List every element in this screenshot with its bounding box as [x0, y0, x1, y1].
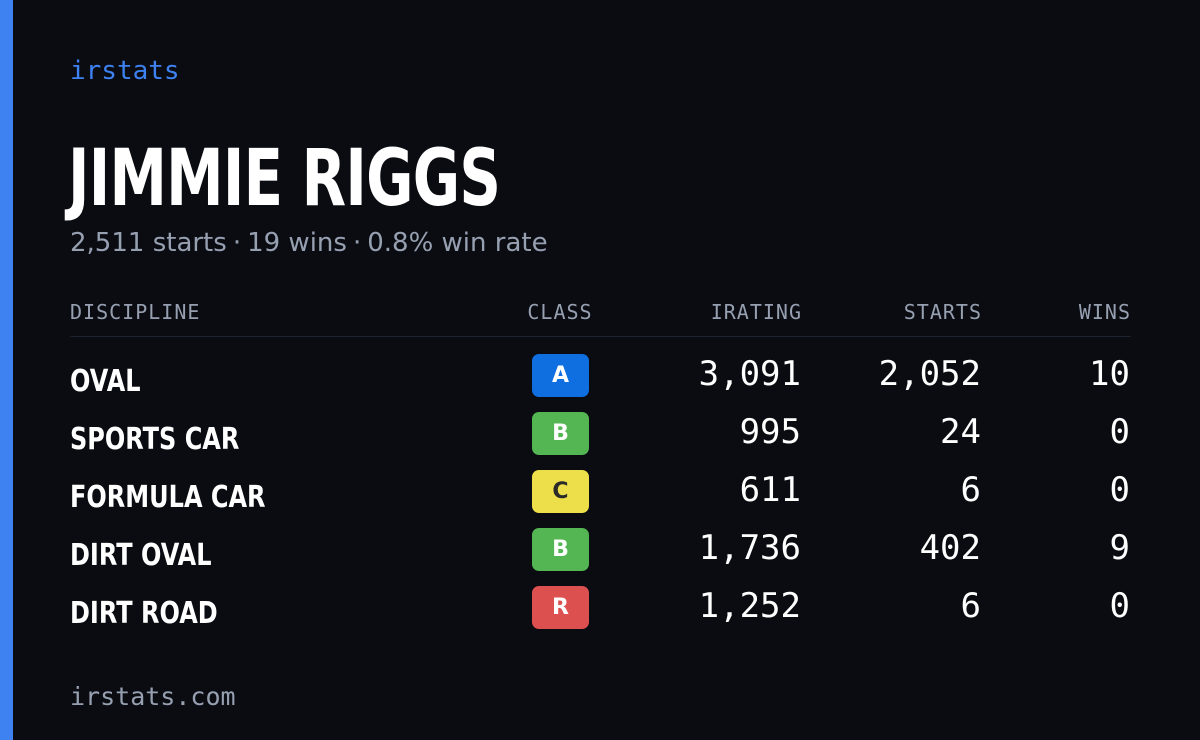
- discipline-name: FORMULA CAR: [70, 480, 266, 515]
- discipline-name: DIRT ROAD: [70, 596, 218, 631]
- discipline-name: OVAL: [70, 364, 141, 399]
- footer-url: irstats.com: [70, 682, 236, 711]
- table-row: FORMULA CAR C 611 6 0: [0, 470, 1200, 532]
- column-header-class: CLASS: [527, 300, 593, 324]
- irating-value: 1,736: [698, 528, 801, 568]
- table-row: DIRT ROAD R 1,252 6 0: [0, 586, 1200, 648]
- starts-value: 24: [940, 412, 981, 452]
- summary-win-rate: 0.8% win rate: [367, 228, 548, 258]
- column-header-wins: WINS: [1078, 300, 1131, 324]
- wins-value: 0: [1109, 586, 1130, 626]
- class-badge: B: [532, 412, 589, 455]
- driver-name: JIMMIE RIGGS: [68, 134, 501, 224]
- class-badge: A: [532, 354, 589, 397]
- table-row: OVAL A 3,091 2,052 10: [0, 354, 1200, 416]
- wins-value: 0: [1109, 470, 1130, 510]
- class-badge: B: [532, 528, 589, 571]
- table-row: SPORTS CAR B 995 24 0: [0, 412, 1200, 474]
- starts-value: 2,052: [878, 354, 981, 394]
- driver-summary: 2,511 starts · 19 wins · 0.8% win rate: [70, 228, 548, 258]
- wins-value: 10: [1089, 354, 1130, 394]
- irating-value: 611: [739, 470, 801, 510]
- accent-bar: [0, 0, 13, 740]
- starts-value: 6: [960, 586, 981, 626]
- class-badge: R: [532, 586, 589, 629]
- table-row: DIRT OVAL B 1,736 402 9: [0, 528, 1200, 590]
- column-header-discipline: DISCIPLINE: [70, 300, 201, 324]
- column-header-starts: STARTS: [903, 300, 982, 324]
- header-divider: [70, 336, 1131, 337]
- irating-value: 3,091: [698, 354, 801, 394]
- starts-value: 402: [919, 528, 981, 568]
- irating-value: 1,252: [698, 586, 801, 626]
- discipline-name: SPORTS CAR: [70, 422, 240, 457]
- discipline-name: DIRT OVAL: [70, 538, 212, 573]
- irating-value: 995: [739, 412, 801, 452]
- starts-value: 6: [960, 470, 981, 510]
- summary-wins: 19 wins: [247, 228, 347, 258]
- column-header-irating: IRATING: [710, 300, 802, 324]
- summary-separator: ·: [352, 228, 362, 258]
- summary-starts: 2,511 starts: [70, 228, 227, 258]
- class-badge: C: [532, 470, 589, 513]
- wins-value: 0: [1109, 412, 1130, 452]
- wins-value: 9: [1109, 528, 1130, 568]
- summary-separator: ·: [232, 228, 242, 258]
- brand-logo: irstats: [70, 56, 180, 86]
